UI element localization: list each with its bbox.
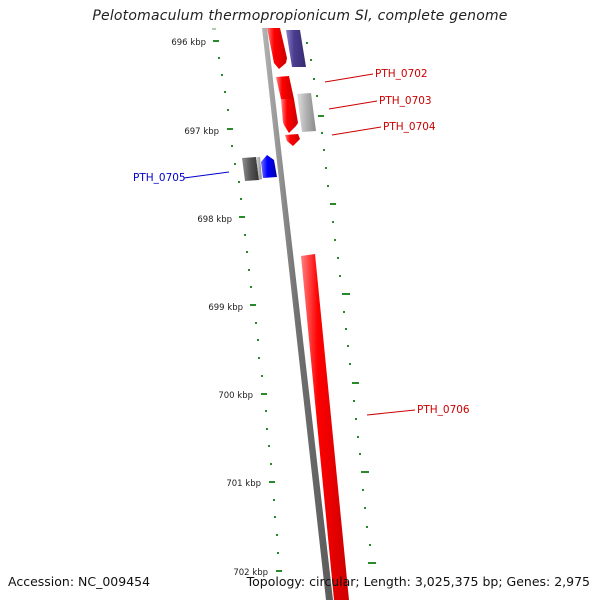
kbp-tick-labels: 696 kbp 697 kbp 698 kbp 699 kbp 700 kbp … <box>171 38 268 578</box>
genome-backbone <box>262 28 333 600</box>
gene-feature[interactable] <box>256 157 262 180</box>
kbp-tick-label: 697 kbp <box>184 127 219 137</box>
gene-feature[interactable] <box>301 254 349 600</box>
kbp-tick-label: 696 kbp <box>171 38 206 48</box>
accession-text: Accession: NC_009454 <box>8 574 151 589</box>
gene-feature[interactable] <box>267 28 287 69</box>
map-title: Pelotomaculum thermopropionicum SI, comp… <box>92 8 508 24</box>
gene-feature[interactable] <box>281 99 298 133</box>
genome-summary-text: Topology: circular; Length: 3,025,375 bp… <box>246 574 590 589</box>
gc-track-outer <box>306 42 376 564</box>
gene-label[interactable]: PTH_0702 <box>375 68 428 80</box>
kbp-tick-label: 698 kbp <box>197 215 232 225</box>
gene-label[interactable]: PTH_0705 <box>133 172 186 184</box>
gene-feature[interactable] <box>285 134 300 146</box>
gene-label[interactable]: PTH_0703 <box>379 95 432 107</box>
kbp-tick-label: 701 kbp <box>226 479 261 489</box>
gene-label[interactable]: PTH_0706 <box>417 404 470 416</box>
gene-labels: PTH_0702 PTH_0703 PTH_0704 PTH_0705 PTH_… <box>133 68 470 416</box>
gene-leader-lines <box>183 73 416 416</box>
kbp-tick-label: 699 kbp <box>208 303 243 313</box>
gc-track-inner <box>213 40 282 572</box>
gene-label[interactable]: PTH_0704 <box>383 121 436 133</box>
kbp-tick-label: 700 kbp <box>218 391 253 401</box>
gene-feature[interactable] <box>261 155 277 178</box>
gene-feature[interactable] <box>286 30 306 67</box>
gene-feature[interactable] <box>276 76 294 99</box>
gene-features <box>242 28 349 600</box>
gene-feature[interactable] <box>242 157 259 181</box>
gene-feature[interactable] <box>297 93 316 132</box>
kbp-tick-label: 702 kbp <box>233 568 268 578</box>
